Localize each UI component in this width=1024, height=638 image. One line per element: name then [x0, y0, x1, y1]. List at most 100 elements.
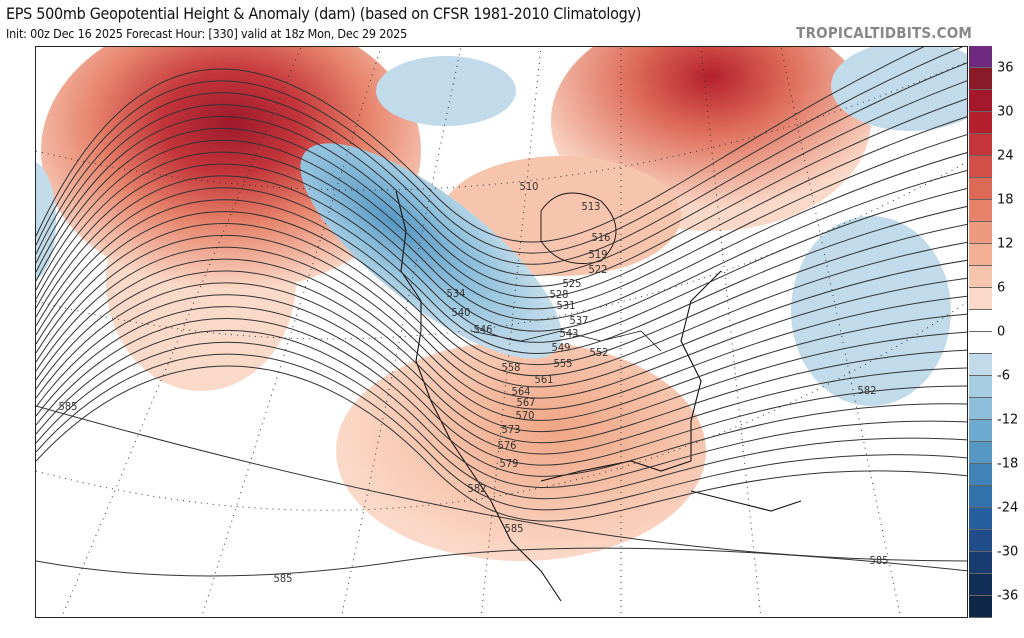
colorbar-bin [969, 244, 992, 266]
colorbar [969, 46, 992, 618]
coastline-cuba [690, 490, 802, 512]
contour-label: 549 [552, 341, 571, 354]
contour-label: 585 [870, 554, 889, 567]
colorbar-bin [969, 90, 992, 112]
colorbar-bin [969, 530, 992, 552]
coastline-east [540, 270, 722, 482]
height-contour [36, 187, 967, 354]
contour-label: 525 [563, 277, 582, 290]
contour-label: 585 [274, 572, 293, 585]
contour-label: 516 [592, 231, 611, 244]
colorbar-bin [969, 332, 992, 354]
colorbar-bin [969, 310, 992, 332]
map-subtitle: Init: 00z Dec 16 2025 Forecast Hour: [33… [6, 26, 408, 41]
coastline-hudson-bay [540, 192, 617, 264]
contour-label: 582 [468, 482, 487, 495]
colorbar-bin [969, 266, 992, 288]
height-contour [36, 318, 967, 477]
colorbar-bin [969, 354, 992, 376]
height-contour [36, 353, 967, 511]
colorbar-bin [969, 442, 992, 464]
height-contour [36, 223, 967, 388]
height-contour [36, 330, 967, 489]
height-contour [36, 47, 964, 254]
colorbar-bin [969, 222, 992, 244]
colorbar-bin [969, 508, 992, 530]
colorbar-bin [969, 156, 992, 178]
height-contour [36, 134, 967, 310]
colorbar-tick-label: 0 [997, 324, 1006, 340]
height-contour [36, 341, 967, 500]
contour-label: 573 [502, 423, 521, 436]
contour-label: 585 [59, 400, 78, 413]
contour-label: 558 [502, 361, 521, 374]
colorbar-bin [969, 596, 992, 618]
contour-label: 555 [554, 357, 573, 370]
map-title: EPS 500mb Geopotential Height & Anomaly … [6, 4, 642, 23]
colorbar-tick-label: -24 [997, 500, 1019, 516]
contour-label: 585 [505, 522, 524, 535]
contour-label: 540 [452, 306, 471, 319]
contour-label: 567 [517, 396, 536, 409]
colorbar-bin [969, 398, 992, 420]
height-contour [36, 116, 967, 299]
contour-label: 522 [589, 263, 608, 276]
colorbar-bin [969, 376, 992, 398]
colorbar-bin [969, 288, 992, 310]
colorbar-tick-label: -36 [997, 588, 1019, 604]
height-contour [36, 282, 967, 444]
colorbar-tick-label: -30 [997, 544, 1019, 560]
colorbar-tick-label: 24 [997, 148, 1014, 164]
height-contour [36, 175, 967, 343]
height-contour [36, 151, 967, 321]
anomaly-negative-west-edge [36, 162, 56, 280]
colorbar-bin [969, 420, 992, 442]
contour-label: 546 [474, 323, 493, 336]
height-contour [36, 405, 967, 562]
lat-lon-grid [36, 47, 967, 617]
height-anomaly-map: 510 513 516 519 522 525 528 531 537 543 549 552 555 5… [35, 46, 968, 618]
contour-label: 528 [550, 288, 569, 301]
brand-watermark[interactable]: TROPICALTIDBITS.COM [796, 24, 972, 42]
anomaly-negative-arctic [376, 56, 516, 126]
height-contour [36, 234, 967, 399]
height-contour [36, 80, 967, 276]
colorbar-bin [969, 112, 992, 134]
contour-label: 564 [512, 385, 531, 398]
height-contour [36, 246, 967, 410]
colorbar-bin [969, 200, 992, 222]
colorbar-bin [969, 178, 992, 200]
colorbar-bin [969, 486, 992, 508]
anomaly-positive-pacific [41, 47, 421, 291]
colorbar-tick-label: 30 [997, 104, 1014, 120]
contour-label: 510 [520, 180, 539, 193]
anomaly-positive-us [336, 341, 706, 561]
grid-line [36, 161, 967, 340]
anomaly-negative-atlantic [791, 216, 951, 406]
contour-label: 513 [582, 200, 601, 213]
colorbar-bin [969, 464, 992, 486]
contour-label: 552 [590, 346, 609, 359]
colorbar-bin [969, 134, 992, 156]
contour-label: 543 [560, 327, 579, 340]
height-contour [36, 62, 967, 265]
height-contour [36, 211, 967, 377]
coastline-west [395, 190, 562, 602]
height-contour [36, 306, 967, 466]
contour-label: 582 [858, 384, 877, 397]
height-contour [36, 98, 967, 287]
colorbar-tick-label: 18 [997, 192, 1014, 208]
height-contour [36, 199, 967, 366]
contour-label: 579 [500, 457, 519, 470]
contour-label: 519 [589, 248, 608, 261]
colorbar-tick-label: -18 [997, 456, 1019, 472]
grid-line [36, 301, 967, 511]
contour-label: 561 [535, 373, 554, 386]
grid-line [36, 61, 967, 191]
colorbar-tick-label: 12 [997, 236, 1014, 252]
height-contour [36, 270, 967, 433]
height-contour [36, 294, 967, 455]
colorbar-tick-label: 6 [997, 280, 1006, 296]
colorbar-bin [969, 574, 992, 596]
